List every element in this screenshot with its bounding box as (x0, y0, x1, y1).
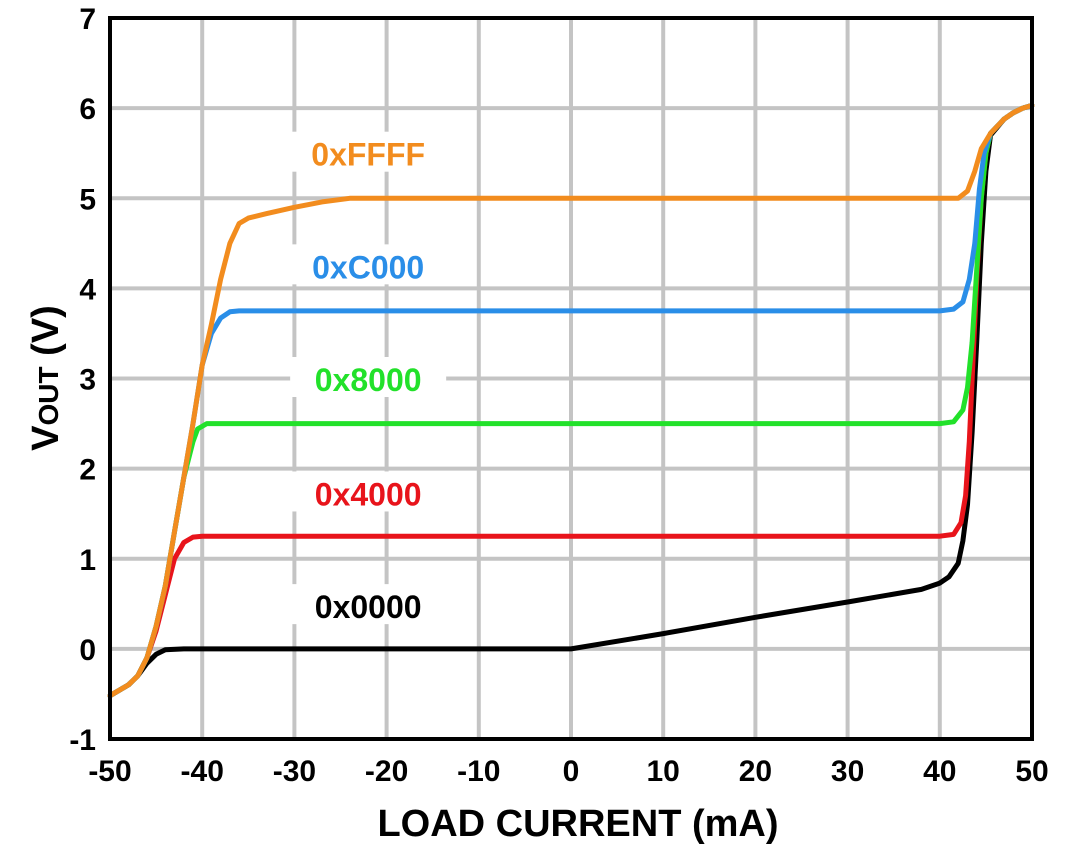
series-label-bg (290, 131, 447, 172)
x-tick-label: -20 (365, 755, 408, 788)
x-tick-label: 0 (563, 755, 580, 788)
grid (108, 16, 1034, 741)
series-label-bg (290, 244, 447, 285)
x-tick-label: 40 (923, 755, 956, 788)
y-tick-label: 5 (79, 183, 96, 216)
y-tick-label: 7 (79, 3, 96, 36)
x-tick-labels: -50 -40 -30 -20 -10 0 10 20 30 40 50 (88, 755, 1048, 788)
x-tick-label: -30 (273, 755, 316, 788)
x-tick-label: 10 (647, 755, 680, 788)
series-label-0xffff: 0xFFFF (311, 137, 425, 173)
series-line-0xffff (107, 102, 1035, 699)
series-label-bg (290, 357, 447, 398)
x-tick-label: 30 (831, 755, 864, 788)
series-label-0x8000: 0x8000 (315, 362, 422, 398)
x-axis-label: LOAD CURRENT (mA) (377, 803, 778, 845)
y-tick-label: -1 (69, 724, 96, 757)
y-axis-label: VOUT (V) (25, 305, 67, 451)
series-labels: 0xFFFF 0xC000 0x8000 0x4000 0x0000 (290, 131, 447, 625)
y-tick-labels: -1 0 1 2 3 4 5 6 7 (69, 3, 96, 757)
x-tick-label: 50 (1015, 755, 1048, 788)
series-label-0x0000: 0x0000 (315, 589, 422, 625)
series-label-bg (290, 584, 447, 625)
series-label-0x4000: 0x4000 (315, 476, 422, 512)
plot-frame (108, 16, 1034, 741)
y-tick-label: 4 (79, 273, 96, 306)
y-tick-label: 1 (79, 544, 96, 577)
y-tick-label: 6 (79, 93, 96, 126)
y-axis-label-unit: (V) (25, 305, 67, 366)
x-tick-label: -50 (88, 755, 131, 788)
y-axis-label-main: V (25, 425, 67, 451)
x-tick-label: 20 (739, 755, 772, 788)
x-tick-label: -10 (457, 755, 500, 788)
y-tick-label: 0 (79, 634, 96, 667)
y-tick-label: 2 (79, 454, 96, 487)
y-tick-label: 3 (79, 364, 96, 397)
x-tick-label: -40 (181, 755, 224, 788)
series-label-bg (290, 471, 447, 512)
series-curves (107, 102, 1035, 699)
series-label-0xc000: 0xC000 (312, 249, 424, 285)
y-axis-label-sub: OUT (33, 366, 64, 425)
